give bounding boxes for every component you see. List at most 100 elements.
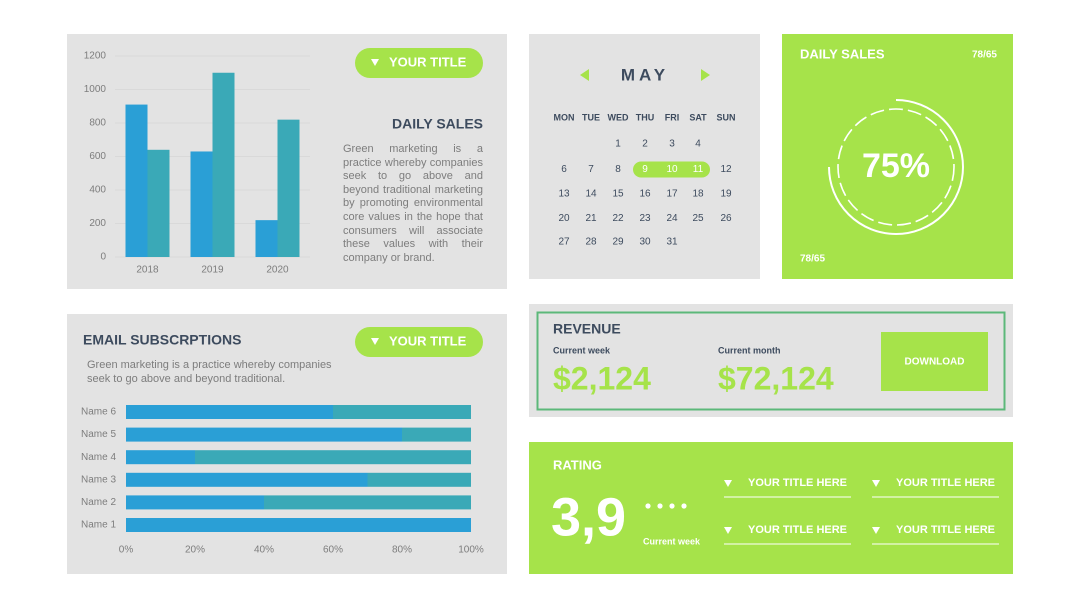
bar-segment: [367, 472, 471, 487]
day: 10: [666, 164, 678, 175]
card-title: EMAIL SUBSCRPTIONS: [83, 332, 241, 348]
day: 11: [693, 164, 704, 175]
day: 20: [558, 213, 570, 224]
bar-segment: [126, 405, 333, 419]
weekday: WED: [608, 112, 629, 122]
bar-segment: [126, 450, 195, 465]
bar-segment: [126, 427, 402, 442]
gauge-track: [837, 108, 955, 226]
weekday: FRI: [665, 112, 680, 122]
y-tick-label: Name 5: [81, 429, 116, 440]
paragraph: Green marketing is a practice whereby co…: [87, 359, 332, 385]
label: Current month: [718, 345, 781, 355]
day: 28: [585, 237, 597, 248]
dots: [645, 503, 687, 509]
pill-label[interactable]: YOUR TITLE: [389, 54, 467, 69]
bar: [125, 104, 148, 257]
y-tick-label: Name 3: [81, 474, 116, 485]
day: 12: [720, 164, 732, 175]
x-tick-label: 0%: [119, 545, 134, 556]
card: [529, 34, 760, 279]
item-title: YOUR TITLE HERE: [748, 477, 847, 489]
item-arrow: [872, 527, 880, 534]
day: 8: [615, 164, 621, 175]
x-tick-label: 2020: [266, 265, 289, 276]
day: 3: [669, 139, 675, 150]
note: 78/65: [800, 254, 825, 265]
weekday: THU: [636, 112, 655, 122]
x-tick-label: 80%: [392, 545, 412, 556]
day: 29: [612, 237, 624, 248]
day: 17: [666, 189, 678, 200]
download-label[interactable]: DOWNLOAD: [905, 357, 965, 368]
y-tick-label: 600: [89, 151, 106, 162]
x-tick-label: 2019: [201, 265, 224, 276]
day: 6: [561, 164, 567, 175]
x-tick-label: 20%: [185, 545, 205, 556]
item-title: YOUR TITLE HERE: [896, 524, 995, 536]
weekday: TUE: [582, 112, 600, 122]
title-pill[interactable]: [355, 327, 483, 357]
bar: [212, 72, 235, 257]
card: [529, 442, 1013, 574]
pill-arrow: [371, 338, 379, 345]
card-border: [536, 311, 1006, 411]
day: 19: [720, 189, 732, 200]
day: 21: [585, 213, 597, 224]
y-tick-label: Name 4: [81, 452, 116, 463]
day: 2: [642, 139, 648, 150]
x-tick-label: 2018: [136, 265, 159, 276]
bar: [277, 119, 300, 258]
revenue-value: $2,124: [553, 360, 651, 396]
item-arrow: [872, 480, 880, 487]
download-button[interactable]: [881, 332, 988, 391]
title-pill[interactable]: [355, 48, 483, 78]
day: 31: [666, 237, 678, 248]
day: 30: [639, 237, 651, 248]
card: [782, 34, 1013, 279]
weekday: SAT: [689, 112, 707, 122]
day: 9: [642, 164, 648, 175]
pill-label[interactable]: YOUR TITLE: [389, 333, 467, 348]
x-tick-label: 60%: [323, 545, 343, 556]
selected-range: [633, 161, 710, 178]
paragraph: Green marketing is a practice whereby co…: [343, 143, 483, 264]
note: 78/65: [972, 50, 997, 61]
day: 24: [666, 213, 678, 224]
bar-segment: [264, 495, 471, 510]
rating-value: 3,9: [551, 487, 626, 547]
day: 26: [720, 213, 732, 224]
day: 25: [692, 213, 704, 224]
weekday: SUN: [716, 112, 735, 122]
bar: [147, 149, 170, 257]
day: 27: [558, 237, 570, 248]
item-title: YOUR TITLE HERE: [896, 477, 995, 489]
day: 15: [612, 189, 624, 200]
weekday: MON: [554, 112, 575, 122]
bar-segment: [195, 450, 471, 465]
bar-segment: [333, 405, 471, 419]
y-tick-label: 400: [89, 185, 106, 196]
bar-segment: [126, 472, 368, 487]
card-title: DAILY SALES: [392, 116, 483, 132]
y-tick-label: 200: [89, 218, 106, 229]
card-title: DAILY SALES: [800, 46, 885, 61]
day: 18: [692, 189, 704, 200]
month: MAY: [621, 65, 669, 84]
item-arrow: [724, 480, 732, 487]
day: 7: [588, 164, 594, 175]
pill-arrow: [371, 59, 379, 66]
day: 13: [558, 189, 570, 200]
bar: [190, 151, 213, 257]
x-tick-label: 40%: [254, 545, 274, 556]
revenue-value: $72,124: [718, 360, 834, 396]
prev-arrow[interactable]: [580, 69, 589, 81]
caption: Current week: [643, 536, 701, 546]
next-arrow[interactable]: [701, 69, 710, 81]
label: Current week: [553, 345, 611, 355]
bar-segment: [402, 427, 471, 442]
day: 14: [585, 189, 597, 200]
gauge-value: 75%: [862, 147, 930, 185]
bar: [255, 220, 278, 257]
